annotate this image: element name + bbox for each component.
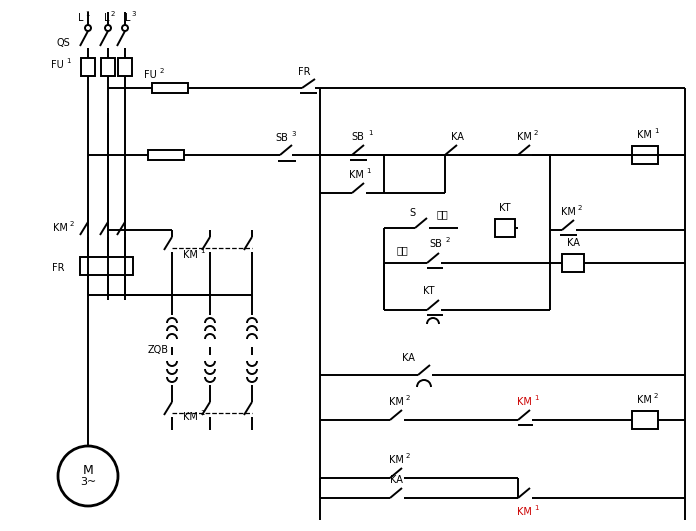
Text: 3: 3	[292, 131, 296, 137]
Text: KA: KA	[390, 475, 402, 485]
Text: 2: 2	[534, 130, 538, 136]
Text: 2: 2	[160, 68, 164, 74]
Text: 2: 2	[111, 11, 115, 17]
Text: 3~: 3~	[80, 477, 96, 487]
Text: SB: SB	[429, 239, 443, 249]
Text: KM: KM	[637, 130, 651, 140]
Text: KM: KM	[560, 207, 576, 217]
Bar	[148, 150, 184, 160]
Text: QS: QS	[56, 38, 70, 48]
Text: FU: FU	[143, 70, 157, 80]
Text: FR: FR	[298, 67, 310, 77]
Text: 2: 2	[70, 221, 74, 227]
Text: 2: 2	[654, 393, 658, 399]
Text: KA: KA	[567, 238, 580, 248]
Bar	[80, 257, 133, 275]
Text: 2: 2	[578, 205, 582, 211]
Bar	[632, 146, 658, 164]
Text: SB: SB	[351, 132, 365, 142]
Text: ZQB: ZQB	[148, 345, 168, 355]
Circle shape	[58, 446, 118, 506]
Text: 3: 3	[132, 11, 136, 17]
Circle shape	[105, 25, 111, 31]
Text: 1: 1	[534, 505, 538, 511]
Text: FU: FU	[51, 60, 63, 70]
Text: 1: 1	[367, 130, 372, 136]
Bar	[101, 58, 115, 76]
Text: KM: KM	[388, 455, 404, 465]
Text: FR: FR	[52, 263, 64, 273]
Text: KT: KT	[499, 203, 511, 213]
Text: L: L	[104, 13, 110, 23]
Text: KM: KM	[182, 250, 198, 260]
Text: 1: 1	[366, 168, 370, 174]
Text: KM: KM	[53, 223, 68, 233]
Text: M: M	[83, 464, 93, 476]
Text: 手动: 手动	[396, 245, 408, 255]
Text: 1: 1	[654, 128, 658, 134]
Text: KM: KM	[349, 170, 363, 180]
Text: 1: 1	[65, 58, 70, 64]
Text: KM: KM	[388, 397, 404, 407]
Text: KM: KM	[637, 395, 651, 405]
Text: 1: 1	[200, 248, 204, 254]
Circle shape	[122, 25, 128, 31]
Circle shape	[85, 25, 91, 31]
Bar	[495, 219, 515, 237]
Text: KT: KT	[423, 286, 435, 296]
Text: KM: KM	[516, 132, 532, 142]
Text: 1: 1	[200, 410, 204, 416]
Text: KM: KM	[516, 397, 532, 407]
Text: S: S	[409, 208, 415, 218]
Text: KA: KA	[450, 132, 464, 142]
Text: SB: SB	[276, 133, 288, 143]
Bar	[152, 83, 188, 93]
Text: 1: 1	[534, 395, 538, 401]
Text: KA: KA	[402, 353, 414, 363]
Bar	[562, 254, 584, 272]
Text: 2: 2	[446, 237, 450, 243]
Bar	[632, 411, 658, 429]
Bar	[81, 58, 95, 76]
Text: L: L	[125, 13, 131, 23]
Text: KM: KM	[182, 412, 198, 422]
Text: 2: 2	[406, 395, 410, 401]
Text: 1: 1	[85, 11, 89, 17]
Text: L: L	[78, 13, 84, 23]
Text: KM: KM	[516, 507, 532, 517]
Text: 自动: 自动	[436, 209, 448, 219]
Text: 2: 2	[406, 453, 410, 459]
Bar	[118, 58, 132, 76]
